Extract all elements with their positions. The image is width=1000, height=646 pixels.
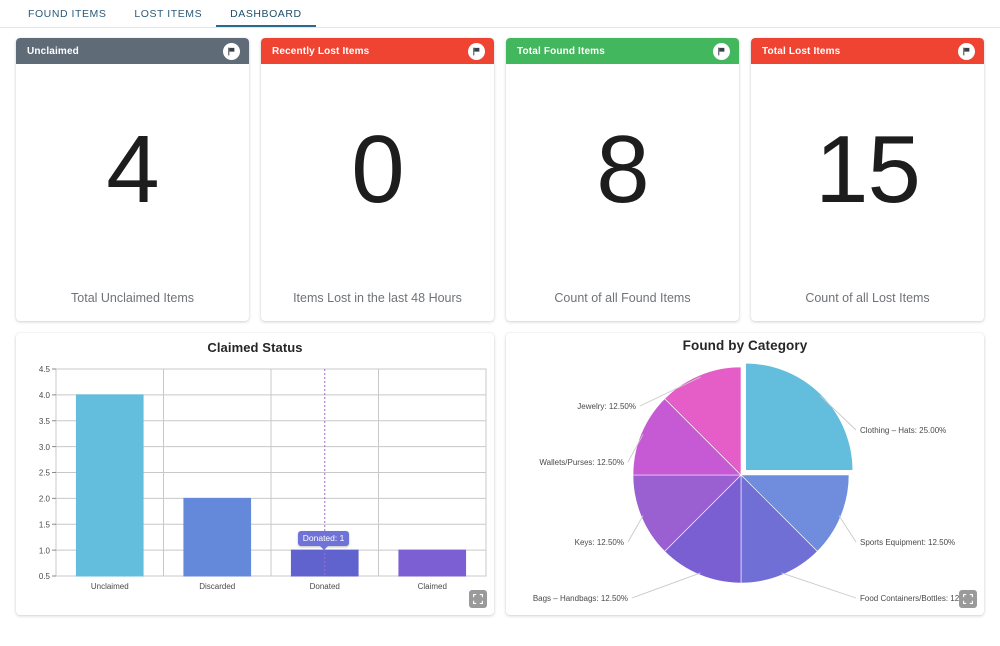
found-by-category-chart-title: Found by Category: [682, 338, 808, 353]
claimed-status-chart-title: Claimed Status: [207, 340, 303, 355]
kpi-caption-unclaimed: Total Unclaimed Items: [71, 291, 194, 305]
found-by-category-chart-card: Found by Category Clothing – Hats: 25.00…: [506, 333, 984, 615]
kpi-card-unclaimed: Unclaimed 4 Total Unclaimed Items: [16, 38, 249, 321]
svg-text:3.5: 3.5: [39, 417, 51, 426]
svg-text:Wallets/Purses: 12.50%: Wallets/Purses: 12.50%: [539, 458, 624, 467]
svg-text:Keys: 12.50%: Keys: 12.50%: [575, 538, 624, 547]
flag-icon: [468, 42, 485, 60]
kpi-title-total-found-items: Total Found Items: [517, 45, 605, 57]
kpi-card-total-found-items: Total Found Items 8 Count of all Found I…: [506, 38, 739, 321]
fullscreen-icon[interactable]: [959, 590, 977, 608]
bar-chart-svg: 0.5 1.0 1.5 2.0 2.5 3.0 3.5 4.0 4.5 Unclaimed Disc…: [39, 365, 487, 591]
tab-lost-items[interactable]: LOST ITEMS: [134, 8, 203, 20]
kpi-value-container-total-found-items: 8: [506, 64, 739, 275]
svg-text:Sports Equipment: 12.50%: Sports Equipment: 12.50%: [860, 538, 955, 547]
svg-text:Discarded: Discarded: [199, 582, 235, 591]
svg-text:2.5: 2.5: [39, 469, 51, 478]
kpi-header-unclaimed: Unclaimed: [16, 38, 249, 64]
kpi-caption-total-lost-items: Count of all Lost Items: [805, 291, 930, 305]
kpi-title-unclaimed: Unclaimed: [27, 45, 79, 57]
kpi-value-container-total-lost-items: 15: [751, 64, 984, 275]
pie-chart-svg: Clothing – Hats: 25.00% Sports Equipment:…: [533, 362, 977, 603]
svg-text:Clothing – Hats: 25.00%: Clothing – Hats: 25.00%: [860, 426, 946, 435]
kpi-card-recently-lost-items: Recently Lost Items 0 Items Lost in the …: [261, 38, 494, 321]
found-by-category-chart-plot: Clothing – Hats: 25.00% Sports Equipment:…: [506, 353, 984, 603]
claimed-status-chart-plot: 0.5 1.0 1.5 2.0 2.5 3.0 3.5 4.0 4.5 Unclaimed Disc…: [16, 355, 494, 602]
kpi-caption-total-found-items: Count of all Found Items: [554, 291, 691, 305]
svg-text:Donated: Donated: [310, 582, 340, 591]
kpi-header-total-lost-items: Total Lost Items: [751, 38, 984, 64]
main-navbar: FOUND ITEMS LOST ITEMS DASHBOARD: [0, 0, 1000, 28]
svg-text:4.0: 4.0: [39, 391, 51, 400]
svg-text:2.0: 2.0: [39, 495, 51, 504]
tab-found-items[interactable]: FOUND ITEMS: [28, 8, 107, 20]
kpi-value-container-unclaimed: 4: [16, 64, 249, 275]
kpi-value-total-found-items: 8: [596, 115, 649, 223]
kpi-caption-recently-lost-items: Items Lost in the last 48 Hours: [293, 291, 462, 305]
flag-icon: [223, 42, 240, 60]
svg-text:1.5: 1.5: [39, 520, 51, 529]
kpi-value-unclaimed: 4: [106, 115, 159, 223]
kpi-header-total-found-items: Total Found Items: [506, 38, 739, 64]
flag-icon: [958, 42, 975, 60]
svg-text:Bags – Handbags: 12.50%: Bags – Handbags: 12.50%: [533, 594, 628, 603]
svg-text:1.0: 1.0: [39, 546, 51, 555]
svg-text:4.5: 4.5: [39, 365, 51, 374]
flag-icon: [713, 42, 730, 60]
svg-text:Jewelry: 12.50%: Jewelry: 12.50%: [577, 402, 636, 411]
kpi-value-total-lost-items: 15: [815, 115, 921, 223]
svg-text:Unclaimed: Unclaimed: [91, 582, 129, 591]
svg-text:3.0: 3.0: [39, 443, 51, 452]
tab-dashboard[interactable]: DASHBOARD: [216, 8, 316, 27]
kpi-value-container-recently-lost-items: 0: [261, 64, 494, 275]
svg-text:0.5: 0.5: [39, 572, 51, 581]
kpi-value-recently-lost-items: 0: [351, 115, 404, 223]
svg-text:Food Containers/Bottles: 12.50: Food Containers/Bottles: 12.50%: [860, 594, 977, 603]
kpi-title-recently-lost-items: Recently Lost Items: [272, 45, 370, 57]
kpi-card-row: Unclaimed 4 Total Unclaimed Items Recent…: [0, 28, 1000, 321]
kpi-card-total-lost-items: Total Lost Items 15 Count of all Lost It…: [751, 38, 984, 321]
kpi-title-total-lost-items: Total Lost Items: [762, 45, 841, 57]
svg-text:Claimed: Claimed: [418, 582, 447, 591]
kpi-header-recently-lost-items: Recently Lost Items: [261, 38, 494, 64]
chart-row: Claimed Status 0.5 1.0 1.5 2.0 2.5 3.0 3.5 4.0 4…: [0, 321, 1000, 615]
claimed-status-chart-card: Claimed Status 0.5 1.0 1.5 2.0 2.5 3.0 3.5 4.0 4…: [16, 333, 494, 615]
fullscreen-icon[interactable]: [469, 590, 487, 608]
